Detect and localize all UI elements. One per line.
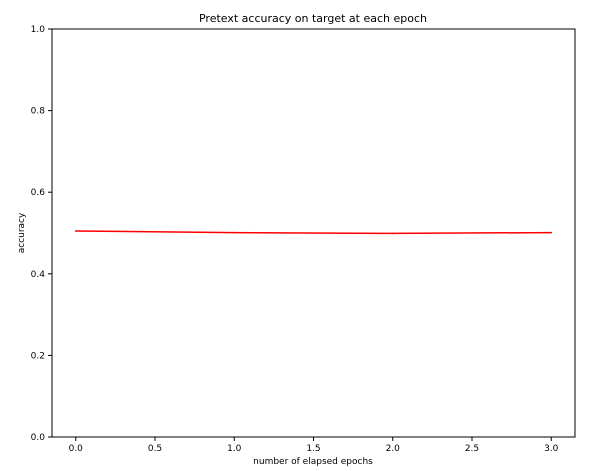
y-tick-label: 0.8 [31,107,46,117]
y-axis: 0.0 0.2 0.4 0.6 0.8 1.0 [31,25,52,443]
y-tick-label: 0.2 [31,351,45,361]
y-tick-label: 0.4 [31,270,46,280]
y-tick-label: 0.0 [31,433,46,443]
series-layer [74,230,553,235]
x-tick-label: 1.0 [227,444,242,454]
y-tick-label: 0.6 [31,188,46,198]
chart-title: Pretext accuracy on target at each epoch [199,12,427,25]
x-tick-label: 1.5 [306,444,320,454]
x-tick-label: 2.5 [465,444,479,454]
x-axis-label: number of elapsed epochs [253,457,373,467]
x-tick-label: 2.0 [386,444,401,454]
x-tick-label: 3.0 [544,444,559,454]
series-point [233,231,236,234]
y-axis-label: accuracy [17,212,27,253]
x-axis: 0.0 0.5 1.0 1.5 2.0 2.5 3.0 [69,437,559,454]
x-tick-label: 0.0 [69,444,84,454]
accuracy-series-line [75,230,552,235]
x-tick-label: 0.5 [148,444,162,454]
series-point [391,232,394,235]
y-tick-label: 1.0 [31,25,46,35]
series-point [74,230,77,232]
series-point [550,231,553,234]
